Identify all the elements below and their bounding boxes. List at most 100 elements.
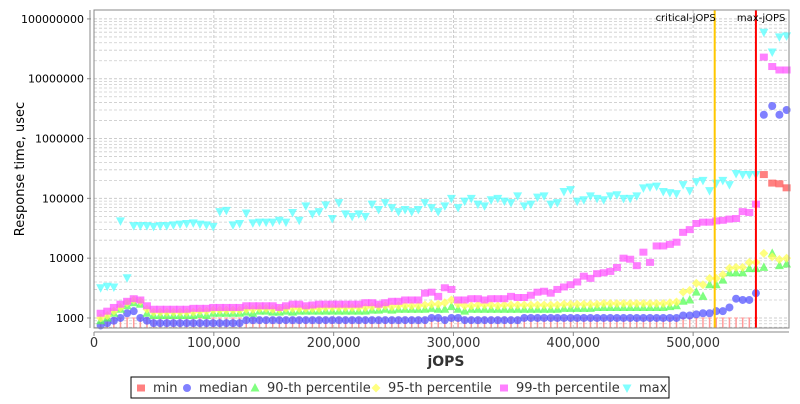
point-max — [261, 218, 271, 228]
point-max — [499, 197, 509, 207]
point-95-th-percentile — [645, 298, 655, 308]
point-95-th-percentile — [486, 300, 496, 310]
point-max — [519, 202, 529, 211]
point-median — [467, 316, 476, 325]
point-max — [162, 222, 172, 231]
point-90-th-percentile — [738, 267, 748, 277]
point-99-th-percentile — [229, 303, 238, 311]
point-99-th-percentile — [454, 296, 463, 304]
point-max — [367, 200, 377, 210]
y-axis-label: Response time, usec — [13, 102, 28, 236]
point-95-th-percentile — [526, 300, 536, 310]
legend-box — [130, 376, 670, 399]
point-median — [123, 309, 132, 318]
point-median — [341, 316, 350, 325]
point-max — [122, 274, 132, 283]
point-99-th-percentile — [599, 269, 608, 277]
marker-label-max-jOPS: max-jOPS — [737, 13, 785, 24]
point-99-th-percentile — [659, 242, 668, 250]
legend-label: median — [199, 381, 248, 396]
point-99-th-percentile — [341, 300, 350, 308]
point-99-th-percentile — [427, 288, 436, 296]
point-99-th-percentile — [136, 296, 145, 304]
legend-swatch-min — [137, 384, 145, 392]
x-tick-label: 200,000 — [307, 336, 361, 351]
point-99-th-percentile — [679, 228, 688, 236]
point-max — [294, 216, 304, 226]
point-99-th-percentile — [725, 215, 734, 223]
point-median — [447, 313, 456, 322]
point-median — [599, 313, 608, 322]
point-95-th-percentile — [572, 299, 582, 309]
point-median — [659, 313, 668, 322]
point-max — [215, 208, 225, 217]
point-median — [169, 319, 178, 328]
point-99-th-percentile — [242, 302, 251, 310]
point-median — [579, 313, 588, 322]
point-max — [480, 202, 490, 211]
point-95-th-percentile — [738, 262, 748, 272]
x-tick-label: 400,000 — [546, 336, 600, 351]
point-median — [176, 319, 185, 328]
point-median — [361, 316, 370, 325]
point-90-th-percentile — [698, 291, 708, 300]
point-max — [506, 199, 516, 208]
point-max — [341, 210, 351, 219]
point-99-th-percentile — [248, 302, 257, 310]
point-99-th-percentile — [321, 300, 330, 308]
legend: min median 90-th percentile 95-th percentil… — [130, 376, 670, 399]
point-99-th-percentile — [500, 295, 509, 303]
point-99-th-percentile — [182, 305, 191, 313]
point-99-th-percentile — [745, 209, 754, 217]
point-max — [254, 218, 264, 228]
point-max — [658, 188, 668, 197]
point-median — [745, 295, 754, 304]
legend-label: 99-th percentile — [516, 381, 620, 396]
point-90-th-percentile — [759, 262, 769, 271]
point-median — [526, 313, 535, 322]
point-99-th-percentile — [626, 255, 635, 263]
point-99-th-percentile — [414, 296, 423, 304]
point-median — [348, 316, 357, 325]
point-99-th-percentile — [162, 305, 171, 313]
point-max — [493, 194, 503, 204]
point-99-th-percentile — [262, 302, 271, 310]
point-95-th-percentile — [625, 298, 635, 308]
point-median — [705, 309, 714, 318]
point-95-th-percentile — [665, 298, 675, 308]
point-max — [228, 221, 238, 230]
point-95-th-percentile — [592, 299, 602, 309]
point-max — [685, 187, 695, 196]
point-median — [573, 313, 582, 322]
point-max — [142, 222, 152, 231]
point-median — [162, 319, 171, 328]
point-max — [427, 204, 437, 213]
point-median — [692, 310, 701, 319]
legend-label: max — [639, 381, 668, 396]
point-99-th-percentile — [189, 304, 198, 312]
point-max — [268, 218, 278, 228]
y-tick-label: 10000000 — [28, 73, 84, 86]
point-median — [586, 313, 595, 322]
point-99-th-percentile — [632, 262, 641, 270]
point-95-th-percentile — [513, 300, 523, 310]
y-axis: 1000 10000 100000 1000000 10000000 100000000 — [21, 10, 91, 328]
point-95-th-percentile — [460, 301, 470, 311]
point-median — [738, 295, 747, 304]
point-max — [546, 200, 556, 210]
point-min — [759, 171, 768, 179]
point-99-th-percentile — [573, 278, 582, 286]
point-max — [314, 208, 324, 217]
point-99-th-percentile — [103, 307, 112, 315]
point-max — [652, 182, 662, 192]
point-median — [473, 316, 482, 325]
point-99-th-percentile — [281, 302, 290, 310]
point-max — [380, 199, 390, 208]
point-95-th-percentile — [506, 300, 516, 310]
point-99-th-percentile — [586, 274, 595, 282]
point-95-th-percentile — [532, 300, 542, 310]
point-95-th-percentile — [427, 299, 437, 309]
point-max — [188, 219, 198, 228]
point-max — [202, 221, 212, 230]
point-max — [281, 218, 291, 228]
